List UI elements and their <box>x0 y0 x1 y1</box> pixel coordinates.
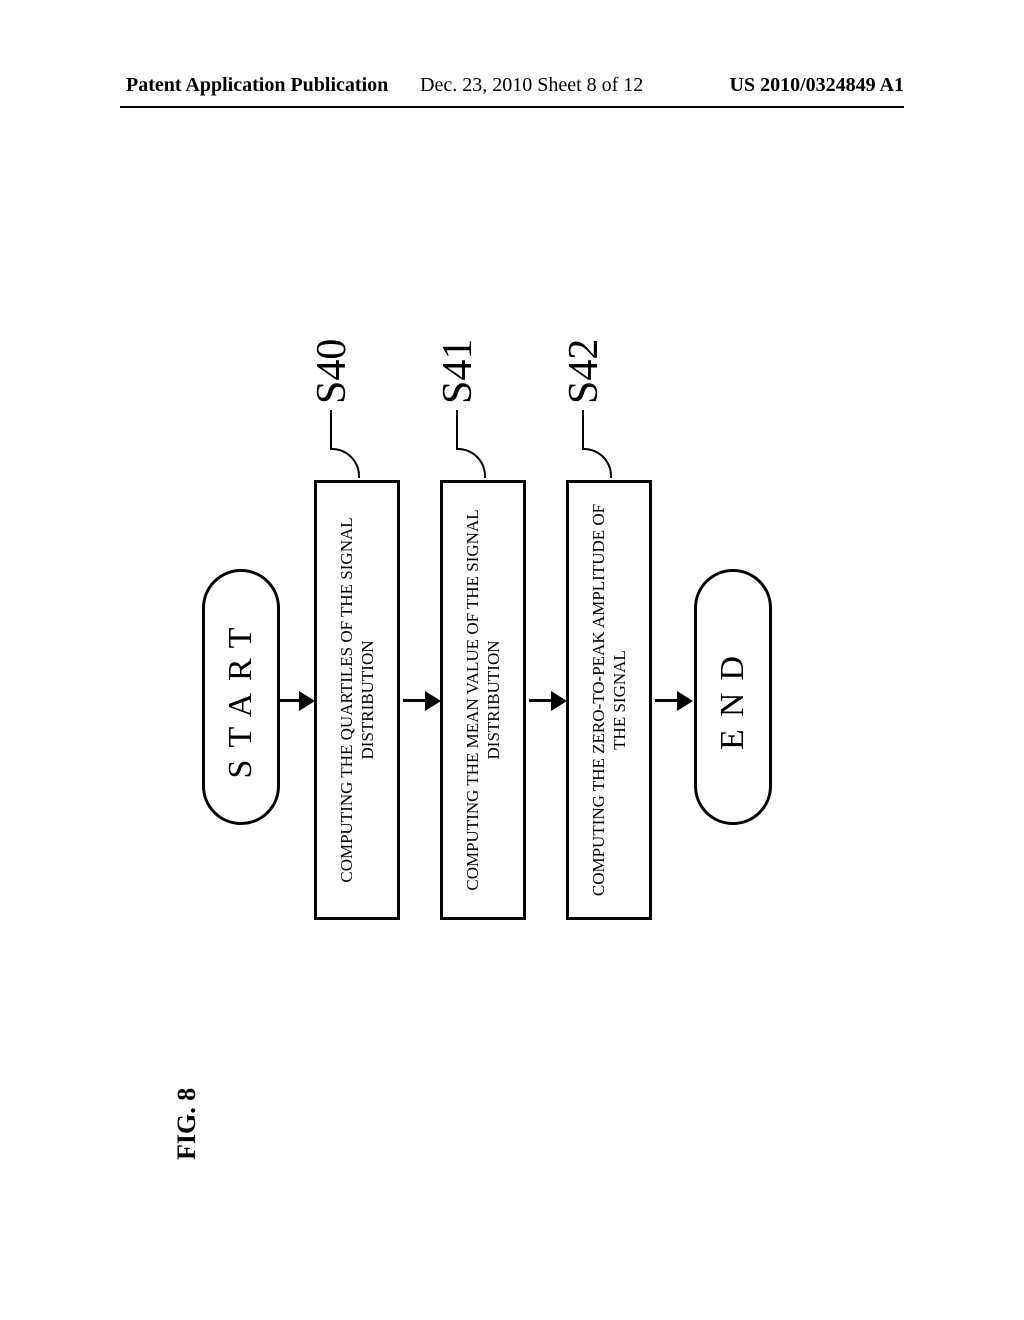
start-terminal: START <box>202 569 280 825</box>
lead-s42 <box>582 410 584 450</box>
process-s41: COMPUTING THE MEAN VALUE OF THE SIGNAL D… <box>440 480 526 920</box>
lead-s41 <box>456 410 458 450</box>
header-right: US 2010/0324849 A1 <box>730 74 904 97</box>
process-s40-text: COMPUTING THE QUARTILES OF THE SIGNAL DI… <box>336 493 379 907</box>
header-rule <box>120 106 904 108</box>
label-s42: S42 <box>560 339 608 404</box>
process-s40: COMPUTING THE QUARTILES OF THE SIGNAL DI… <box>314 480 400 920</box>
end-terminal: END <box>694 569 772 825</box>
label-s41: S41 <box>434 339 482 404</box>
label-s40: S40 <box>308 339 356 404</box>
lead-s40 <box>330 410 332 450</box>
process-s41-text: COMPUTING THE MEAN VALUE OF THE SIGNAL D… <box>462 493 505 907</box>
figure-label: FIG. 8 <box>172 1088 202 1160</box>
lead-s42-curve <box>582 448 612 478</box>
header-left: Patent Application Publication <box>126 74 388 97</box>
header-mid: Dec. 23, 2010 Sheet 8 of 12 <box>420 74 643 97</box>
process-s42-text: COMPUTING THE ZERO-TO-PEAK AMPLITUDE OF … <box>588 493 631 907</box>
process-s42: COMPUTING THE ZERO-TO-PEAK AMPLITUDE OF … <box>566 480 652 920</box>
lead-s41-curve <box>456 448 486 478</box>
lead-s40-curve <box>330 448 360 478</box>
flowchart: FIG. 8 START COMPUTING THE QUARTILES OF … <box>202 320 822 1080</box>
page: Patent Application Publication Dec. 23, … <box>0 0 1024 1320</box>
